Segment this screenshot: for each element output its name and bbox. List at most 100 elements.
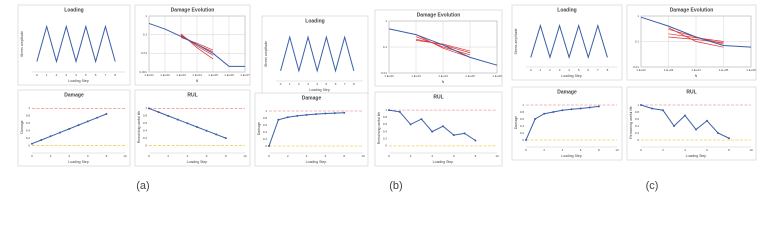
x-tick-label: 1 bbox=[46, 73, 48, 77]
y-tick-label: 0.8 bbox=[383, 115, 388, 119]
x-tick-label: 10 bbox=[123, 154, 127, 158]
y-tick-label: 0.1 bbox=[383, 45, 388, 49]
data-point bbox=[420, 118, 423, 121]
data-point bbox=[167, 114, 170, 117]
chart-frame bbox=[511, 4, 623, 81]
data-point bbox=[463, 132, 466, 135]
x-tick-label: 0 bbox=[525, 148, 527, 152]
x-tick-label: 4 bbox=[431, 154, 433, 158]
y-tick-label: 0.4 bbox=[635, 124, 640, 128]
x-tick-label: 0 bbox=[640, 148, 642, 152]
x-tick-label: 0 bbox=[268, 154, 270, 158]
data-point bbox=[474, 139, 477, 142]
x-tick-label: 2 bbox=[56, 73, 58, 77]
x-axis-label: N bbox=[196, 79, 199, 83]
data-point bbox=[196, 126, 198, 128]
x-tick-label: 6 bbox=[206, 154, 208, 158]
chart-title: Loading bbox=[305, 18, 324, 24]
x-tick-label: 1.E+05 bbox=[208, 73, 218, 77]
x-axis-label: Loading Step bbox=[309, 88, 330, 92]
data-point bbox=[277, 118, 280, 121]
x-tick-label: 4 bbox=[684, 148, 686, 152]
x-axis-label: N bbox=[442, 80, 445, 84]
series-line bbox=[36, 24, 116, 64]
y-tick-label: 1 bbox=[265, 109, 267, 113]
y-tick-label: 0.01 bbox=[381, 71, 387, 75]
x-tick-label: 1 bbox=[289, 82, 291, 86]
data-point bbox=[525, 139, 527, 141]
y-tick-label: 0 bbox=[522, 138, 524, 142]
x-tick-label: 8 bbox=[353, 82, 355, 86]
chart-frame bbox=[134, 4, 251, 86]
y-tick-label: 1 bbox=[385, 19, 387, 23]
data-point bbox=[96, 116, 99, 119]
x-tick-label: 1.E+02 bbox=[384, 74, 394, 78]
y-axis-label: Stress amplitude bbox=[20, 31, 24, 57]
x-tick-label: 1 bbox=[540, 68, 542, 72]
x-tick-label: 2 bbox=[549, 68, 551, 72]
x-tick-label: 4 bbox=[75, 73, 77, 77]
chart-frame bbox=[134, 89, 251, 167]
x-tick-label: 1.E+05 bbox=[719, 68, 729, 72]
data-point bbox=[695, 128, 697, 131]
y-tick-label: 1 bbox=[637, 103, 639, 107]
x-tick-label: 1.E+04 bbox=[691, 68, 701, 72]
series-line bbox=[668, 36, 724, 44]
chart-frame bbox=[17, 4, 131, 86]
x-tick-label: 0 bbox=[36, 73, 38, 77]
y-tick-label: 0.8 bbox=[635, 110, 640, 114]
y-tick-label: 0 bbox=[265, 144, 267, 148]
panel-label: (c) bbox=[646, 180, 659, 192]
data-point bbox=[215, 133, 218, 136]
y-axis-label: Damage bbox=[257, 122, 261, 135]
series-line bbox=[530, 23, 608, 60]
x-axis-label: Loading Step bbox=[306, 160, 327, 164]
y-tick-label: 0.2 bbox=[26, 136, 31, 140]
data-point bbox=[717, 132, 719, 134]
x-tick-label: 4 bbox=[562, 148, 564, 152]
y-axis-label: Damage bbox=[514, 116, 518, 129]
x-tick-label: 2 bbox=[543, 148, 545, 152]
x-tick-label: 1.E+06 bbox=[492, 74, 502, 78]
x-tick-label: 1.E+03 bbox=[176, 73, 186, 77]
chart-title: RUL bbox=[686, 89, 696, 95]
data-point bbox=[588, 106, 591, 109]
x-tick-label: 10 bbox=[243, 154, 247, 158]
data-point bbox=[388, 109, 390, 112]
y-tick-label: 1 bbox=[522, 103, 524, 107]
x-tick-label: 1.E+01 bbox=[144, 73, 154, 77]
x-axis-label: Loading Step bbox=[561, 74, 582, 78]
x-tick-label: 8 bbox=[475, 154, 477, 158]
chart-title: Damage bbox=[302, 95, 322, 101]
x-tick-label: 5 bbox=[578, 68, 580, 72]
y-axis-label: Stress amplitude bbox=[264, 41, 268, 67]
x-axis-label: N bbox=[695, 74, 698, 78]
x-tick-label: 6 bbox=[453, 154, 455, 158]
chart-title: RUL bbox=[433, 94, 443, 100]
data-point bbox=[68, 127, 71, 130]
data-point bbox=[570, 108, 573, 111]
x-tick-label: 4 bbox=[568, 68, 570, 72]
chart-title: Damage Evolution bbox=[670, 7, 714, 13]
data-point bbox=[684, 114, 686, 117]
data-point bbox=[205, 129, 208, 132]
chart-title: Loading bbox=[557, 7, 576, 13]
data-point bbox=[105, 113, 108, 115]
data-point bbox=[640, 104, 642, 106]
y-tick-label: 0.6 bbox=[635, 117, 640, 121]
x-tick-label: 3 bbox=[65, 73, 67, 77]
chart-title: RUL bbox=[187, 92, 197, 98]
y-tick-label: 0 bbox=[637, 138, 639, 142]
x-tick-label: 3 bbox=[559, 68, 561, 72]
y-tick-label: 0.2 bbox=[263, 137, 268, 141]
data-point bbox=[157, 111, 160, 114]
x-tick-label: 10 bbox=[615, 148, 619, 152]
data-point bbox=[543, 112, 546, 115]
y-axis-label: Damage bbox=[20, 120, 24, 133]
data-point bbox=[442, 125, 444, 128]
series-line bbox=[415, 40, 471, 52]
series-line bbox=[415, 36, 471, 56]
data-point bbox=[31, 142, 33, 145]
x-tick-label: 1.E+02 bbox=[160, 73, 170, 77]
y-tick-label: 0.6 bbox=[383, 122, 388, 126]
